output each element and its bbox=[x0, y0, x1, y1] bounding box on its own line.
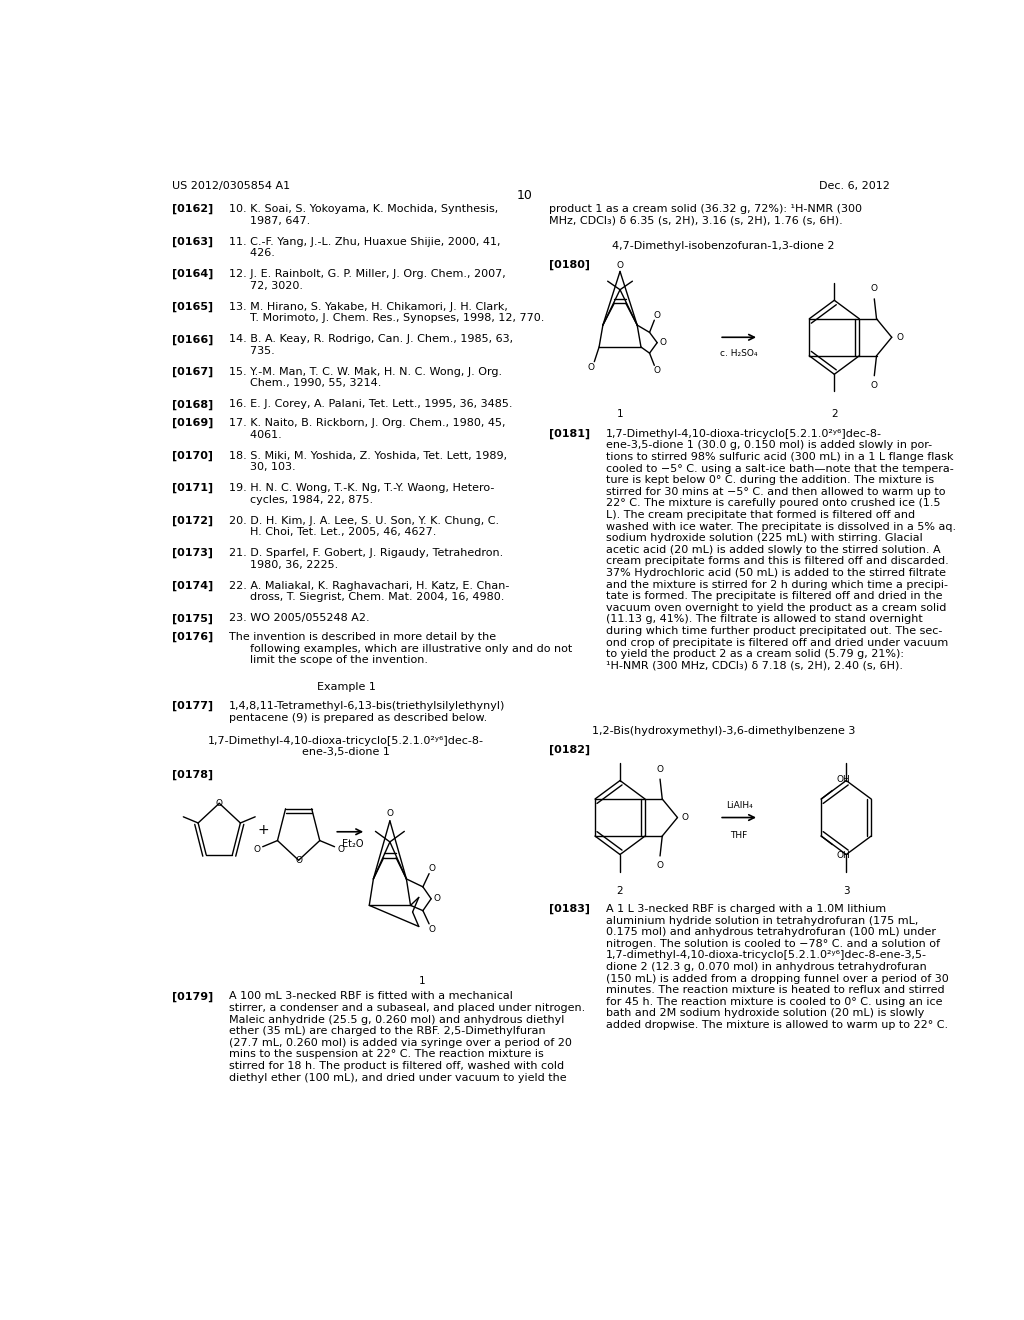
Text: 22. A. Maliakal, K. Raghavachari, H. Katz, E. Chan-
      dross, T. Siegrist, Ch: 22. A. Maliakal, K. Raghavachari, H. Kat… bbox=[228, 581, 509, 602]
Text: [0175]: [0175] bbox=[172, 614, 213, 623]
Text: O: O bbox=[588, 363, 595, 372]
Text: [0163]: [0163] bbox=[172, 236, 213, 247]
Text: A 1 L 3-necked RBF is charged with a 1.0M lithium
aluminium hydride solution in : A 1 L 3-necked RBF is charged with a 1.0… bbox=[606, 904, 948, 1030]
Text: 1,2-Bis(hydroxymethyl)-3,6-dimethylbenzene 3: 1,2-Bis(hydroxymethyl)-3,6-dimethylbenze… bbox=[592, 726, 855, 737]
Text: 10. K. Soai, S. Yokoyama, K. Mochida, Synthesis,
      1987, 647.: 10. K. Soai, S. Yokoyama, K. Mochida, Sy… bbox=[228, 205, 498, 226]
Text: OH: OH bbox=[837, 775, 850, 784]
Text: O: O bbox=[429, 863, 435, 873]
Text: OH: OH bbox=[837, 851, 850, 861]
Text: [0182]: [0182] bbox=[549, 744, 590, 755]
Text: [0174]: [0174] bbox=[172, 581, 213, 591]
Text: c. H₂SO₄: c. H₂SO₄ bbox=[720, 348, 758, 358]
Text: O: O bbox=[616, 261, 624, 269]
Text: 1,7-Dimethyl-4,10-dioxa-tricyclo[5.2.1.0²ʸ⁶]dec-8-
ene-3,5-dione 1: 1,7-Dimethyl-4,10-dioxa-tricyclo[5.2.1.0… bbox=[208, 735, 484, 758]
Text: [0172]: [0172] bbox=[172, 516, 213, 525]
Text: 2: 2 bbox=[616, 886, 624, 896]
Text: 15. Y.-M. Man, T. C. W. Mak, H. N. C. Wong, J. Org.
      Chem., 1990, 55, 3214.: 15. Y.-M. Man, T. C. W. Mak, H. N. C. Wo… bbox=[228, 367, 502, 388]
Text: [0167]: [0167] bbox=[172, 367, 213, 378]
Text: [0173]: [0173] bbox=[172, 548, 213, 558]
Text: 18. S. Miki, M. Yoshida, Z. Yoshida, Tet. Lett, 1989,
      30, 103.: 18. S. Miki, M. Yoshida, Z. Yoshida, Tet… bbox=[228, 450, 507, 473]
Text: [0177]: [0177] bbox=[172, 701, 213, 711]
Text: O: O bbox=[386, 809, 393, 818]
Text: O: O bbox=[659, 338, 666, 347]
Text: O: O bbox=[682, 813, 689, 822]
Text: O: O bbox=[656, 862, 664, 870]
Text: O: O bbox=[253, 845, 260, 854]
Text: product 1 as a cream solid (36.32 g, 72%): ¹H-NMR (300
MHz, CDCl₃) δ 6.35 (s, 2H: product 1 as a cream solid (36.32 g, 72%… bbox=[549, 205, 861, 226]
Text: O: O bbox=[870, 284, 878, 293]
Text: US 2012/0305854 A1: US 2012/0305854 A1 bbox=[172, 181, 290, 191]
Text: 1: 1 bbox=[419, 977, 425, 986]
Text: O: O bbox=[434, 894, 441, 903]
Text: [0181]: [0181] bbox=[549, 429, 590, 440]
Text: O: O bbox=[429, 924, 435, 933]
Text: +: + bbox=[257, 822, 268, 837]
Text: [0180]: [0180] bbox=[549, 260, 590, 269]
Text: 1,7-Dimethyl-4,10-dioxa-tricyclo[5.2.1.0²ʸ⁶]dec-8-
ene-3,5-dione 1 (30.0 g, 0.15: 1,7-Dimethyl-4,10-dioxa-tricyclo[5.2.1.0… bbox=[606, 429, 955, 671]
Text: [0169]: [0169] bbox=[172, 418, 213, 429]
Text: O: O bbox=[896, 333, 903, 342]
Text: The invention is described in more detail by the
      following examples, which: The invention is described in more detai… bbox=[228, 632, 572, 665]
Text: 21. D. Sparfel, F. Gobert, J. Rigaudy, Tetrahedron.
      1980, 36, 2225.: 21. D. Sparfel, F. Gobert, J. Rigaudy, T… bbox=[228, 548, 503, 570]
Text: [0165]: [0165] bbox=[172, 302, 213, 312]
Text: THF: THF bbox=[730, 832, 748, 841]
Text: [0176]: [0176] bbox=[172, 632, 213, 643]
Text: O: O bbox=[295, 855, 302, 865]
Text: Et₂O: Et₂O bbox=[342, 840, 364, 849]
Text: 2: 2 bbox=[831, 408, 838, 418]
Text: 14. B. A. Keay, R. Rodrigo, Can. J. Chem., 1985, 63,
      735.: 14. B. A. Keay, R. Rodrigo, Can. J. Chem… bbox=[228, 334, 513, 356]
Text: [0178]: [0178] bbox=[172, 770, 213, 780]
Text: O: O bbox=[216, 799, 223, 808]
Text: A 100 mL 3-necked RBF is fitted with a mechanical
stirrer, a condenser and a sub: A 100 mL 3-necked RBF is fitted with a m… bbox=[228, 991, 585, 1082]
Text: [0168]: [0168] bbox=[172, 399, 213, 409]
Text: [0162]: [0162] bbox=[172, 205, 213, 214]
Text: O: O bbox=[653, 366, 660, 375]
Text: 13. M. Hirano, S. Yakabe, H. Chikamori, J. H. Clark,
      T. Morimoto, J. Chem.: 13. M. Hirano, S. Yakabe, H. Chikamori, … bbox=[228, 302, 544, 323]
Text: Dec. 6, 2012: Dec. 6, 2012 bbox=[819, 181, 890, 191]
Text: [0171]: [0171] bbox=[172, 483, 213, 494]
Text: Example 1: Example 1 bbox=[316, 682, 376, 693]
Text: O: O bbox=[653, 310, 660, 319]
Text: 10: 10 bbox=[517, 189, 532, 202]
Text: O: O bbox=[656, 764, 664, 774]
Text: 19. H. N. C. Wong, T.-K. Ng, T.-Y. Waong, Hetero-
      cycles, 1984, 22, 875.: 19. H. N. C. Wong, T.-K. Ng, T.-Y. Waong… bbox=[228, 483, 495, 504]
Text: [0166]: [0166] bbox=[172, 334, 213, 345]
Text: [0170]: [0170] bbox=[172, 450, 213, 461]
Text: 12. J. E. Rainbolt, G. P. Miller, J. Org. Chem., 2007,
      72, 3020.: 12. J. E. Rainbolt, G. P. Miller, J. Org… bbox=[228, 269, 506, 290]
Text: [0179]: [0179] bbox=[172, 991, 213, 1002]
Text: 16. E. J. Corey, A. Palani, Tet. Lett., 1995, 36, 3485.: 16. E. J. Corey, A. Palani, Tet. Lett., … bbox=[228, 399, 512, 409]
Text: 23. WO 2005/055248 A2.: 23. WO 2005/055248 A2. bbox=[228, 614, 370, 623]
Text: 11. C.-F. Yang, J.-L. Zhu, Huaxue Shijie, 2000, 41,
      426.: 11. C.-F. Yang, J.-L. Zhu, Huaxue Shijie… bbox=[228, 236, 501, 259]
Text: 1,4,8,11-Tetramethyl-6,13-bis(triethylsilylethynyl)
pentacene (9) is prepared as: 1,4,8,11-Tetramethyl-6,13-bis(triethylsi… bbox=[228, 701, 505, 723]
Text: O: O bbox=[337, 845, 344, 854]
Text: 17. K. Naito, B. Rickborn, J. Org. Chem., 1980, 45,
      4061.: 17. K. Naito, B. Rickborn, J. Org. Chem.… bbox=[228, 418, 505, 440]
Text: 4,7-Dimethyl-isobenzofuran-1,3-dione 2: 4,7-Dimethyl-isobenzofuran-1,3-dione 2 bbox=[612, 240, 835, 251]
Text: 1: 1 bbox=[616, 408, 624, 418]
Text: [0183]: [0183] bbox=[549, 904, 590, 915]
Text: 3: 3 bbox=[843, 886, 850, 896]
Text: LiAlH₄: LiAlH₄ bbox=[726, 801, 753, 810]
Text: [0164]: [0164] bbox=[172, 269, 213, 280]
Text: O: O bbox=[870, 381, 878, 391]
Text: 20. D. H. Kim, J. A. Lee, S. U. Son, Y. K. Chung, C.
      H. Choi, Tet. Let., 2: 20. D. H. Kim, J. A. Lee, S. U. Son, Y. … bbox=[228, 516, 499, 537]
